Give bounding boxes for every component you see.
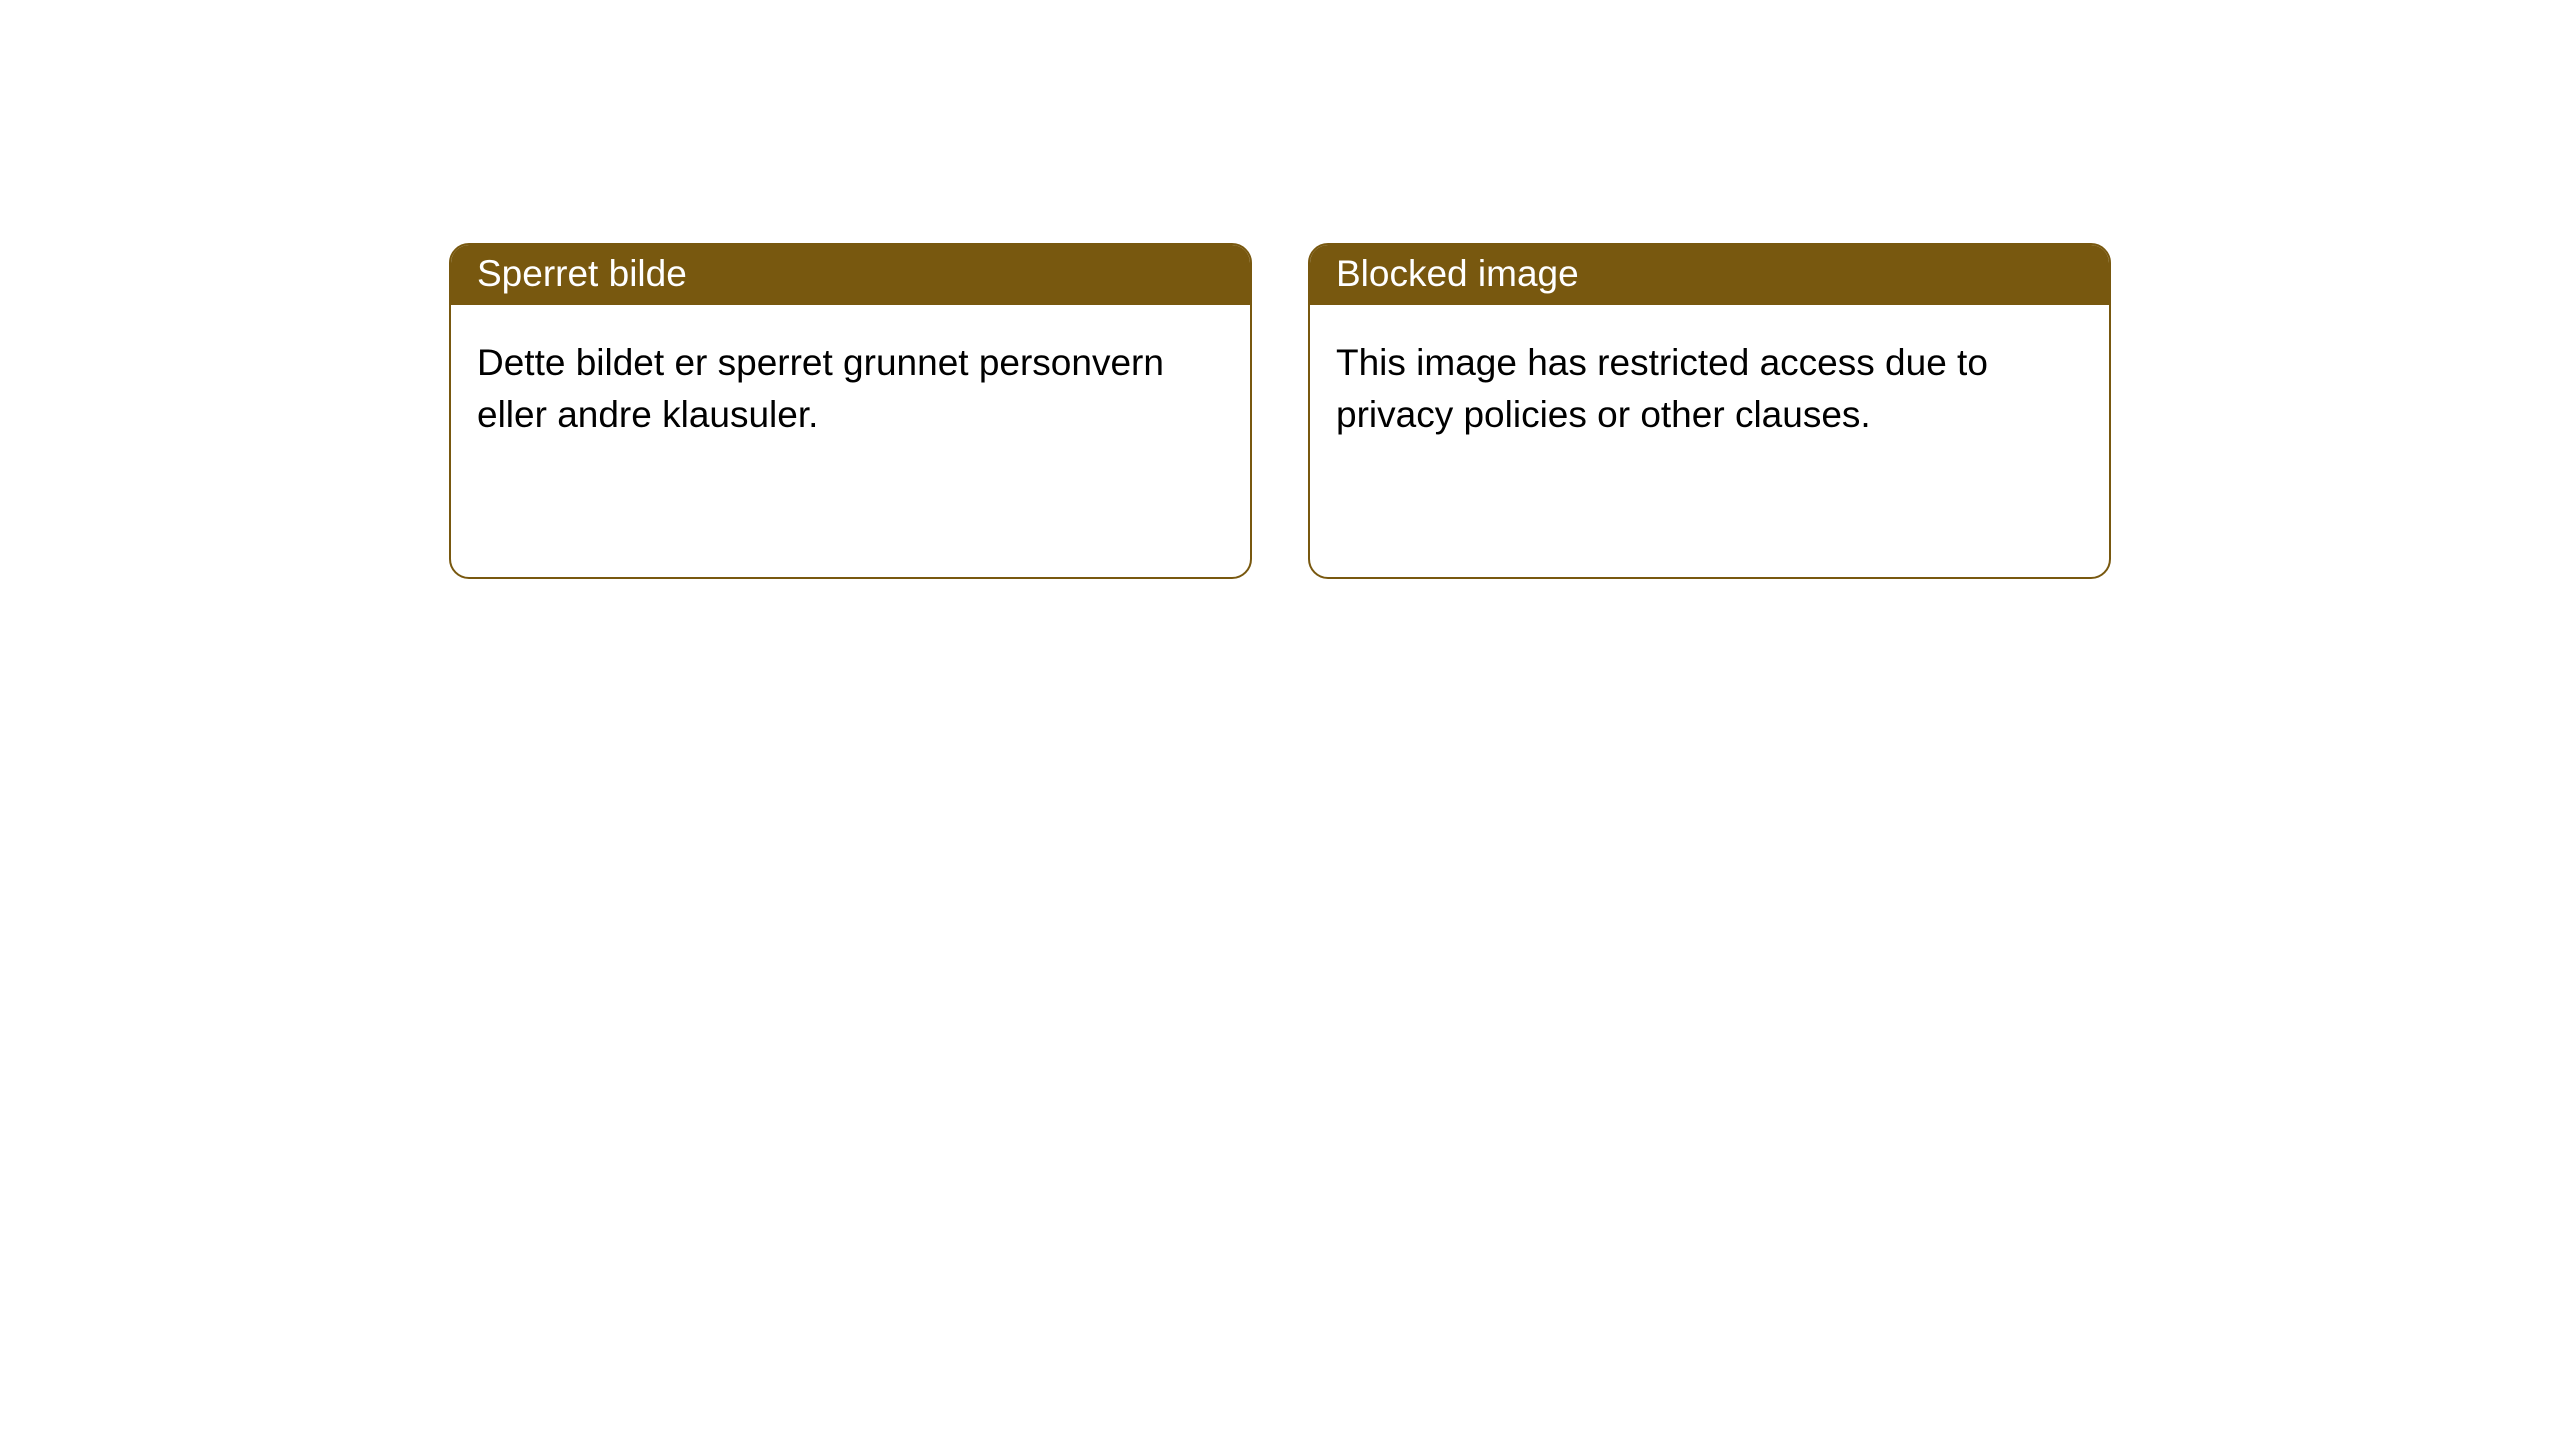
card-body: Dette bildet er sperret grunnet personve… (451, 305, 1250, 467)
card-header: Sperret bilde (451, 245, 1250, 305)
card-body: This image has restricted access due to … (1310, 305, 2109, 467)
card-body-text: This image has restricted access due to … (1336, 342, 1988, 435)
blocked-image-card-english: Blocked image This image has restricted … (1308, 243, 2111, 579)
card-body-text: Dette bildet er sperret grunnet personve… (477, 342, 1164, 435)
card-title: Sperret bilde (477, 253, 687, 294)
card-header: Blocked image (1310, 245, 2109, 305)
blocked-image-card-norwegian: Sperret bilde Dette bildet er sperret gr… (449, 243, 1252, 579)
card-title: Blocked image (1336, 253, 1579, 294)
cards-container: Sperret bilde Dette bildet er sperret gr… (0, 0, 2560, 579)
